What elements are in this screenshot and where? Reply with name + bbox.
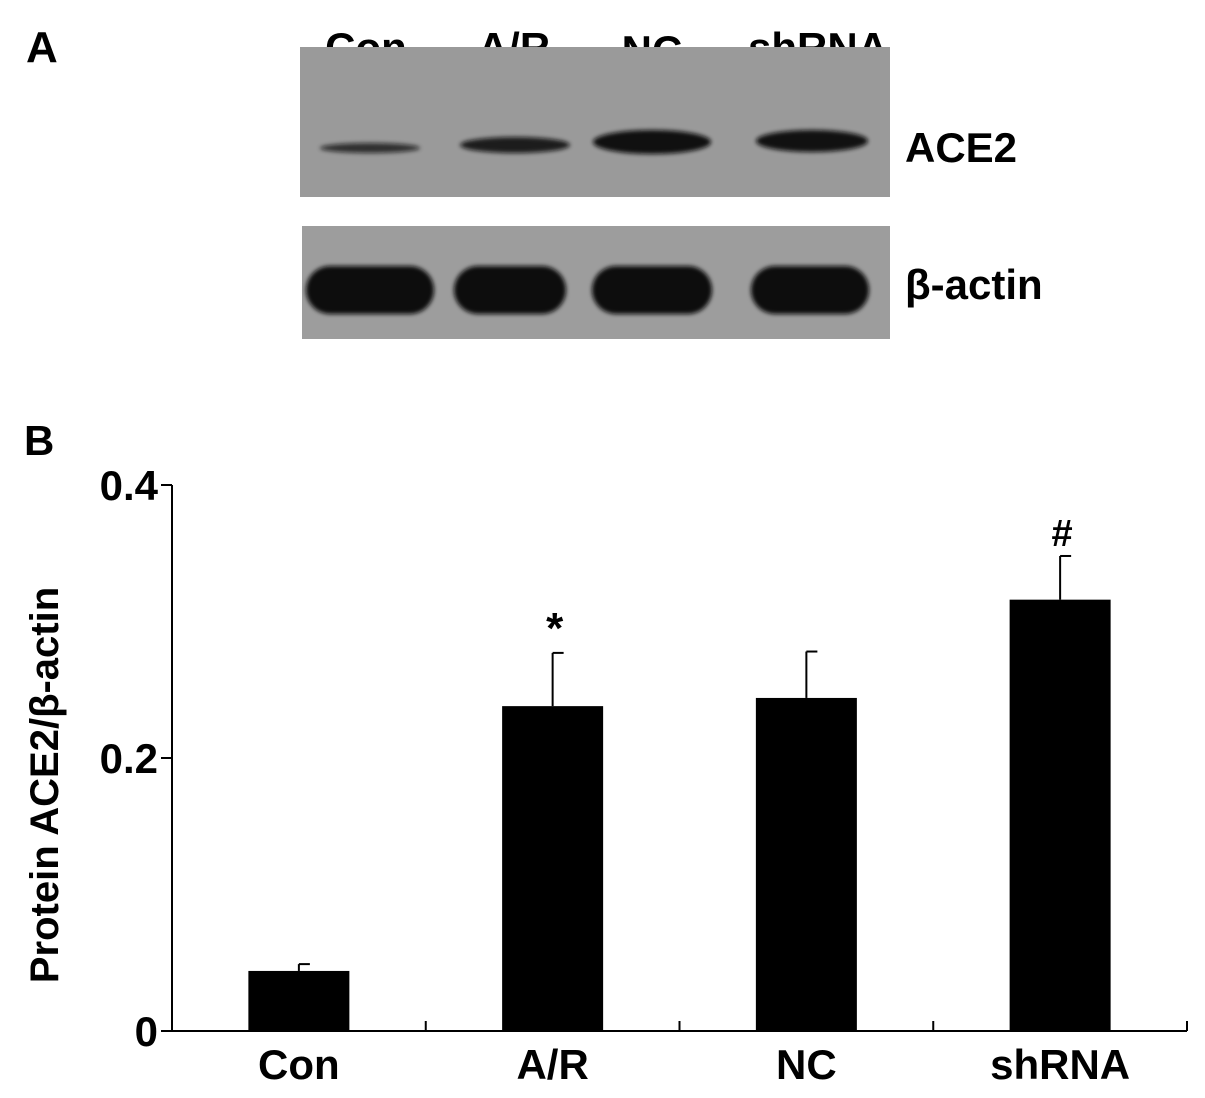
y-axis-label: Protein ACE2/β-actin	[23, 587, 67, 983]
ace2-band	[320, 143, 420, 153]
y-tick-label: 0.2	[100, 735, 158, 782]
panel-a-label: A	[26, 23, 58, 72]
beta-actin-band	[592, 266, 712, 314]
x-ticks	[424, 1021, 1188, 1031]
y-tick-label: 0.4	[100, 462, 159, 509]
ace2-row-label: ACE2	[905, 124, 1017, 171]
beta-actin-bands	[306, 266, 869, 314]
ace2-blot-strip	[300, 47, 890, 197]
beta-actin-band	[454, 266, 566, 314]
x-tick-label: shRNA	[990, 1041, 1130, 1088]
significance-marker: #	[1052, 513, 1073, 555]
bar	[1009, 599, 1111, 1031]
y-tick-label: 0	[135, 1008, 158, 1055]
bar	[248, 970, 350, 1031]
x-tick-label: A/R	[516, 1041, 588, 1088]
ace2-band	[593, 130, 711, 154]
panel-b-label: B	[24, 417, 54, 464]
ace2-bands	[320, 130, 868, 154]
x-tick-labels: Con A/R NC shRNA	[258, 1041, 1130, 1088]
beta-actin-band	[306, 266, 434, 314]
ace2-membrane	[300, 47, 890, 197]
y-ticks: 0 0.2 0.4	[100, 462, 172, 1055]
x-tick-label: NC	[776, 1041, 837, 1088]
ace2-band	[460, 137, 570, 153]
beta-actin-row-label: β-actin	[905, 261, 1043, 308]
x-tick-label: Con	[258, 1041, 340, 1088]
bar	[755, 697, 857, 1031]
beta-actin-band	[751, 266, 869, 314]
ace2-band	[756, 130, 868, 152]
bars: *#	[248, 513, 1111, 1031]
significance-marker: *	[546, 604, 564, 653]
beta-actin-blot-strip	[302, 226, 890, 339]
panel-b-bar-chart: B Protein ACE2/β-actin 00.20.4 *# Con A/R…	[23, 417, 1188, 1088]
bar	[502, 706, 604, 1031]
